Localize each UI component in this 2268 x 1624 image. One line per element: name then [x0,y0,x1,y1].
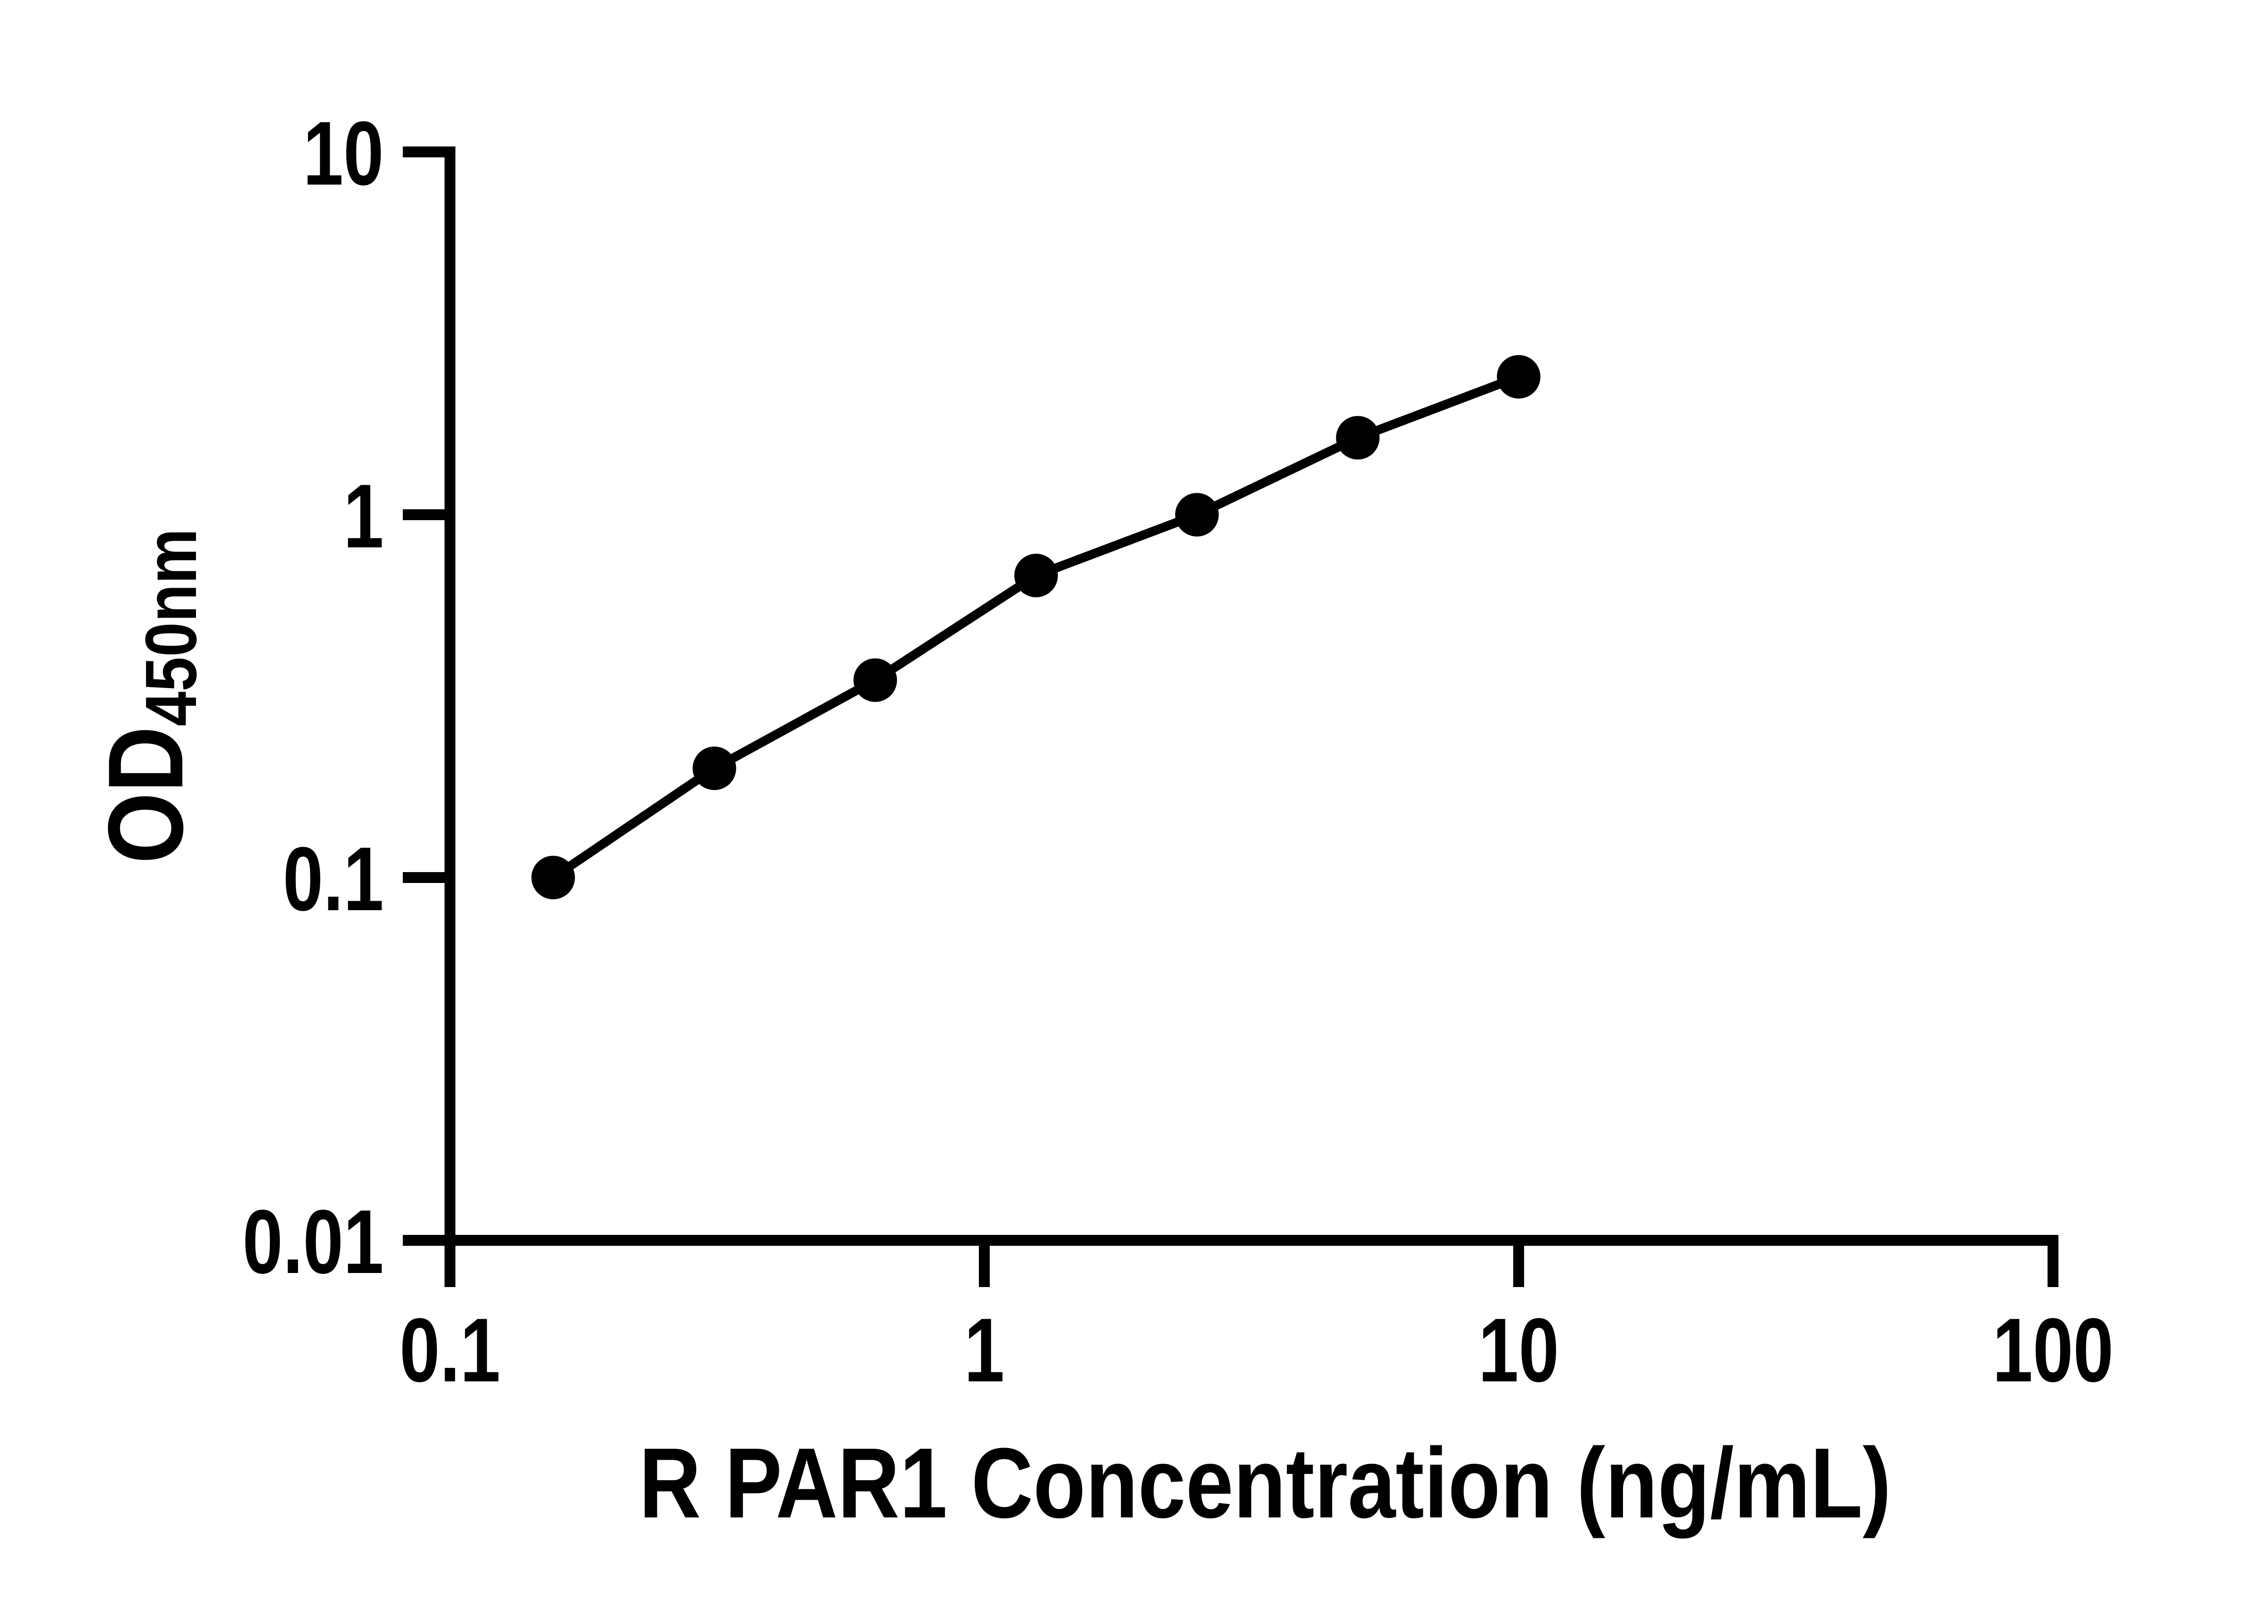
data-point-marker [692,746,736,790]
y-tick-label: 1 [343,466,384,567]
y-tick-label: 10 [303,103,384,204]
data-point-marker [1336,416,1380,460]
x-tick-label: 0.1 [400,1300,500,1401]
x-tick-label: 10 [1478,1300,1559,1401]
data-point-marker [1175,493,1219,536]
x-tick-label: 1 [964,1300,1005,1401]
data-point-marker [853,658,897,702]
x-tick-label: 100 [1993,1300,2114,1401]
y-axis-title-subscript: 450nm [130,528,211,726]
y-tick-label: 0.01 [243,1191,384,1292]
y-axis-title: OD450nm [87,528,212,863]
data-point-marker [1497,355,1540,399]
data-point-marker [531,856,575,899]
x-axis-title: R PAR1 Concentration (ng/mL) [639,1428,1892,1539]
data-point-marker [1014,553,1058,597]
y-axis-title-main: OD [87,726,205,863]
y-tick-label: 0.1 [283,829,384,930]
